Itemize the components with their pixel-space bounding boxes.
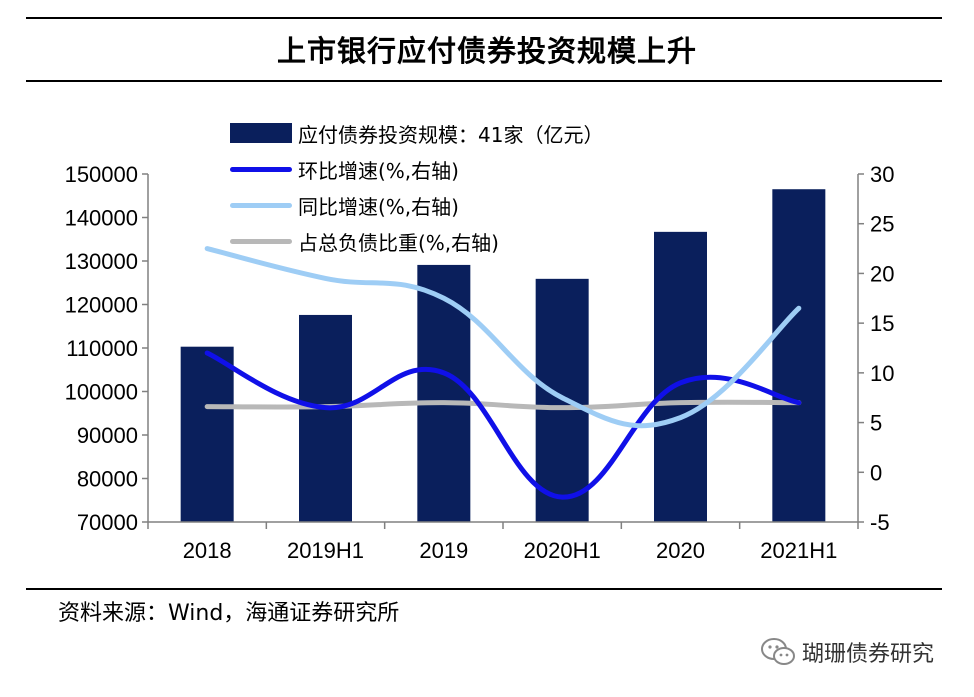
bar-2019H1: [299, 314, 352, 522]
watermark: 瑚珊债券研究: [760, 636, 934, 668]
legend-item-bar: 应付债券投资规模：41家（亿元）: [230, 118, 603, 148]
legend-swatch-bar: [230, 123, 292, 143]
bar-2018: [180, 346, 234, 522]
legend-label-hb: 环比增速(%,右轴): [298, 158, 459, 183]
left-tick-label: 70000: [77, 510, 138, 535]
x-tick-label: 2021H1: [760, 538, 837, 563]
legend-item-hb: 环比增速(%,右轴): [230, 154, 459, 184]
top-rule: [26, 17, 942, 19]
left-tick-label: 150000: [65, 162, 138, 187]
left-tick-label: 80000: [77, 467, 138, 492]
right-tick-label: 20: [870, 261, 894, 286]
left-tick-label: 90000: [77, 423, 138, 448]
x-tick-label: 2018: [183, 538, 232, 563]
source-note: 资料来源：Wind，海通证券研究所: [58, 601, 400, 626]
x-tick-label: 2020: [656, 538, 705, 563]
legend-swatch-hb: [230, 166, 292, 172]
legend-label-share: 占总负债比重(%,右轴): [298, 230, 499, 255]
watermark-text: 瑚珊债券研究: [802, 642, 935, 667]
right-tick-label: 15: [870, 311, 894, 336]
chart-title: 上市银行应付债券投资规模上升: [276, 34, 697, 68]
left-tick-label: 110000: [66, 336, 138, 361]
x-tick-label: 2020H1: [524, 538, 601, 563]
right-tick-label: 25: [870, 212, 894, 237]
wechat-icon: [761, 638, 795, 665]
left-tick-label: 130000: [65, 249, 138, 274]
legend-label-bar: 应付债券投资规模：41家（亿元）: [298, 122, 604, 147]
right-tick-label: 0: [870, 460, 882, 485]
right-tick-label: 10: [870, 361, 894, 386]
right-tick-label: 30: [870, 162, 894, 187]
left-tick-label: 100000: [65, 380, 138, 405]
legend-item-yoy: 同比增速(%,右轴): [230, 190, 459, 220]
bar-2019: [417, 264, 471, 522]
bar-2021H1: [772, 189, 826, 522]
x-tick-label: 2019: [419, 538, 468, 563]
yoy-growth-line: [204, 246, 802, 429]
legend-swatch-yoy: [230, 202, 292, 208]
right-tick-label: -5: [870, 510, 890, 535]
title-rule: [26, 80, 942, 82]
legend-label-yoy: 同比增速(%,右轴): [298, 194, 459, 219]
x-tick-label: 2019H1: [287, 538, 364, 563]
right-tick-label: 5: [870, 411, 882, 436]
hb-growth-line: [204, 350, 802, 500]
legend-swatch-share: [230, 238, 292, 244]
bottom-rule: [26, 588, 942, 590]
left-tick-label: 140000: [65, 206, 138, 231]
legend-item-share: 占总负债比重(%,右轴): [230, 226, 499, 256]
left-tick-label: 120000: [65, 293, 138, 318]
